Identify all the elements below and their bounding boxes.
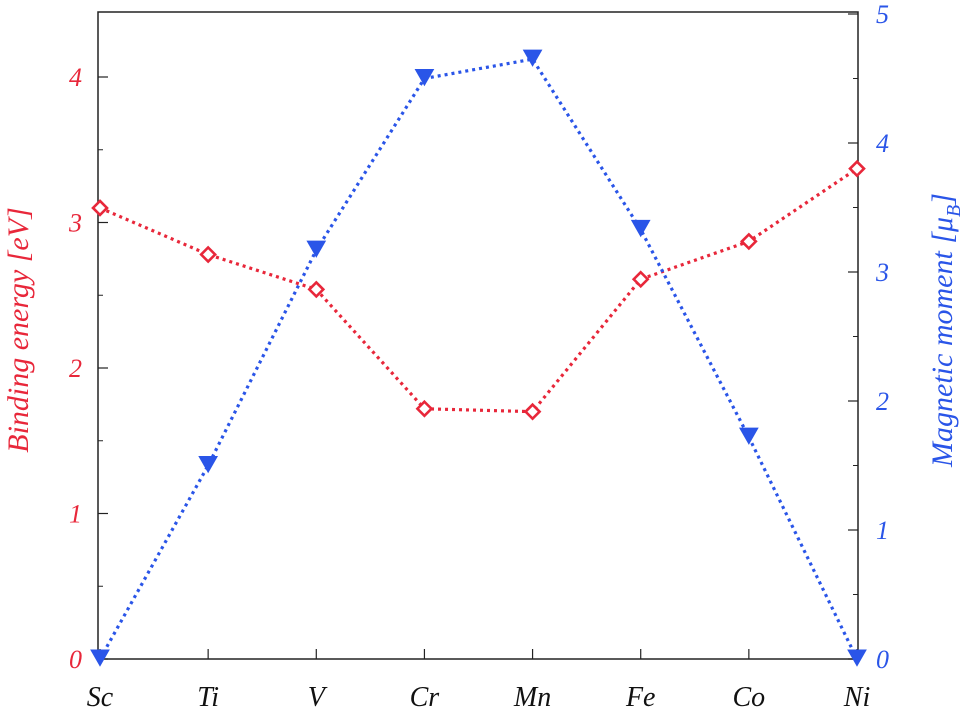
x-tick-label-ti: Ti xyxy=(197,682,219,713)
binding-energy-point-cr xyxy=(415,399,434,418)
right-axis-title-sub: B xyxy=(943,205,965,217)
right-tick-label: 3 xyxy=(875,258,889,287)
magnetic-moment-point-sc xyxy=(90,649,110,667)
right-tick-label: 5 xyxy=(876,0,889,29)
magnetic-moment-point-cr xyxy=(414,69,435,87)
right-tick-label: 1 xyxy=(876,516,889,545)
magnetic-moment-point-fe xyxy=(630,219,651,238)
binding-energy-point-ti xyxy=(199,245,217,264)
x-tick-label-cr: Cr xyxy=(410,682,440,713)
right-tick-label: 4 xyxy=(876,129,889,158)
magnetic-moment-point-ni xyxy=(847,649,867,667)
left-tick-label: 3 xyxy=(68,209,82,238)
right-tick-label: 2 xyxy=(876,387,889,416)
x-tick-label-mn: Mn xyxy=(513,682,551,713)
left-tick-label: 1 xyxy=(69,500,82,529)
x-tick-label-sc: Sc xyxy=(87,682,114,713)
x-tick-label-co: Co xyxy=(733,682,766,713)
binding-energy-point-co xyxy=(740,232,758,251)
binding-energy-point-sc xyxy=(91,199,109,217)
left-tick-label: 4 xyxy=(69,63,82,92)
left-tick-label: 2 xyxy=(69,354,82,383)
magnetic-moment-point-mn xyxy=(522,49,543,67)
right-axis-title-main: Magnetic moment [μ xyxy=(926,217,959,468)
x-tick-label-fe: Fe xyxy=(625,682,656,713)
left-axis: 0 1 2 3 4 xyxy=(68,63,108,674)
binding-energy-point-fe xyxy=(631,270,650,289)
right-axis-title-end: ] xyxy=(926,193,959,206)
x-axis: Sc Ti V Cr Mn Fe Co Ni xyxy=(87,649,870,713)
magnetic-moment-point-co xyxy=(738,427,759,445)
magnetic-moment-point-v xyxy=(306,240,327,258)
magnetic-moment-line xyxy=(98,57,859,660)
left-tick-label: 0 xyxy=(69,645,82,674)
right-axis-title: Magnetic moment [μB] xyxy=(926,193,965,468)
left-axis-title: Binding energy [eV] xyxy=(2,207,35,453)
binding-energy-point-v xyxy=(307,280,326,299)
plot-frame xyxy=(97,11,859,660)
x-tick-label-ni: Ni xyxy=(843,682,870,713)
magnetic-moment-point-ti xyxy=(198,456,219,474)
x-tick-label-v: V xyxy=(308,682,328,713)
binding-energy-point-mn xyxy=(523,402,542,421)
series-layer xyxy=(90,49,867,667)
right-axis: 0 1 2 3 4 5 xyxy=(848,0,889,674)
binding-energy-line xyxy=(99,167,858,414)
binding-energy-point-ni xyxy=(848,159,866,178)
right-tick-label: 0 xyxy=(876,645,889,674)
